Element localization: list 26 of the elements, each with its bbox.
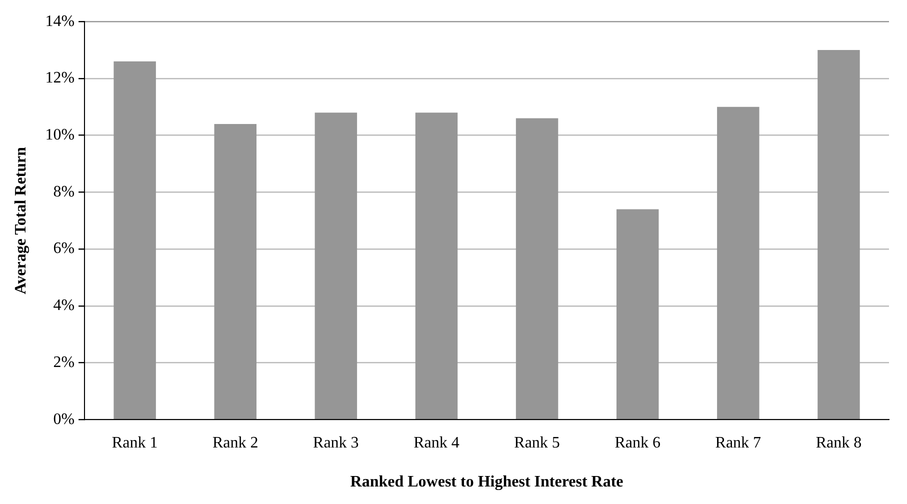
x-tick-label: Rank 2 xyxy=(212,434,258,452)
bar xyxy=(214,124,256,419)
x-tick-label: Rank 5 xyxy=(514,434,560,452)
bar xyxy=(818,50,860,419)
y-tick-label: 0% xyxy=(53,410,75,428)
bar xyxy=(516,118,558,419)
y-tick-label: 8% xyxy=(53,183,75,200)
y-tick-label: 10% xyxy=(45,126,75,144)
x-tick-label: Rank 7 xyxy=(715,434,762,452)
x-tick-label: Rank 4 xyxy=(414,434,460,452)
x-tick-label: Rank 8 xyxy=(816,434,862,452)
x-axis-title: Ranked Lowest to Highest Interest Rate xyxy=(350,474,624,491)
y-tick-label: 4% xyxy=(53,297,75,314)
y-tick-label: 2% xyxy=(53,354,75,371)
y-axis-title: Average Total Return xyxy=(12,146,30,294)
bar xyxy=(616,209,659,419)
bar xyxy=(114,61,156,419)
bar xyxy=(717,106,760,419)
x-tick-label: Rank 6 xyxy=(614,434,660,452)
y-tick-label: 12% xyxy=(45,70,75,87)
x-tick-label: Rank 1 xyxy=(112,434,158,452)
y-tick-label: 14% xyxy=(45,12,75,30)
bar xyxy=(415,112,458,419)
bar xyxy=(314,112,358,419)
y-tick-label: 6% xyxy=(53,240,75,258)
x-tick-label: Rank 3 xyxy=(313,434,359,452)
